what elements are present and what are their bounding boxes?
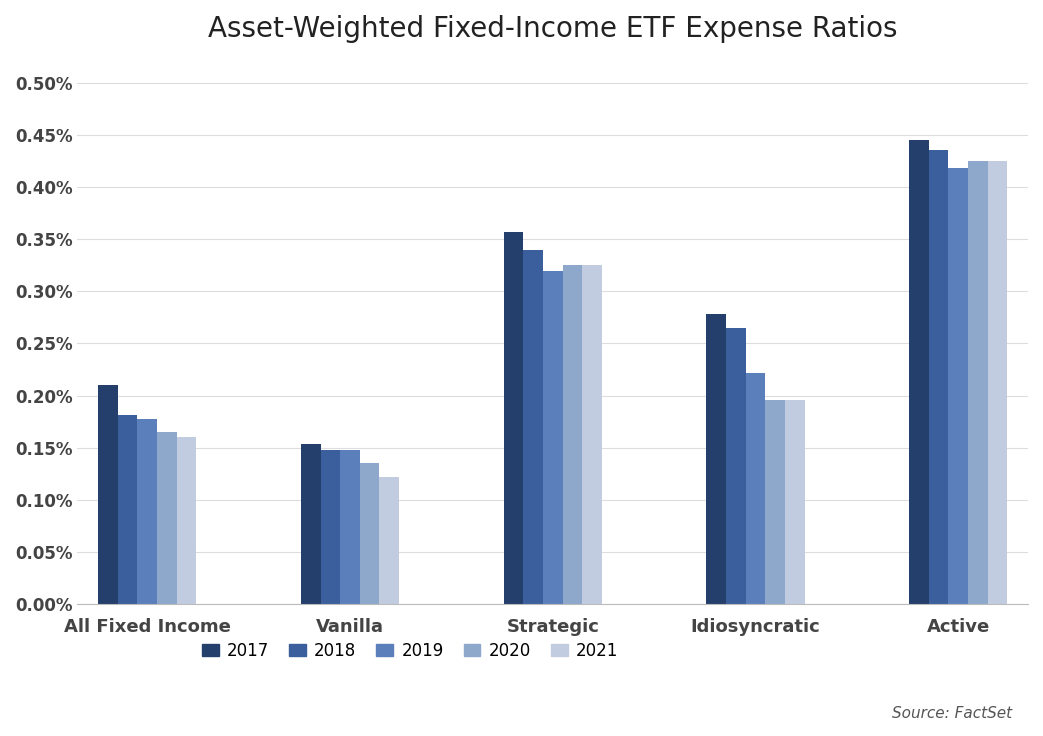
Bar: [929, 149, 948, 604]
Bar: [524, 250, 543, 604]
Bar: [118, 415, 138, 604]
Bar: [138, 419, 157, 604]
Bar: [98, 385, 118, 604]
Bar: [582, 265, 602, 604]
Bar: [504, 232, 524, 604]
Bar: [320, 450, 340, 604]
Bar: [300, 444, 320, 604]
Bar: [380, 477, 399, 604]
Title: Asset-Weighted Fixed-Income ETF Expense Ratios: Asset-Weighted Fixed-Income ETF Expense …: [208, 15, 897, 43]
Bar: [948, 169, 968, 604]
Legend: 2017, 2018, 2019, 2020, 2021: 2017, 2018, 2019, 2020, 2021: [195, 635, 625, 666]
Bar: [360, 464, 380, 604]
Bar: [543, 271, 562, 604]
Bar: [706, 314, 726, 604]
Bar: [909, 140, 929, 604]
Bar: [746, 372, 766, 604]
Bar: [176, 437, 196, 604]
Text: Source: FactSet: Source: FactSet: [892, 707, 1012, 721]
Bar: [785, 400, 804, 604]
Bar: [968, 161, 988, 604]
Bar: [988, 161, 1008, 604]
Bar: [340, 450, 360, 604]
Bar: [766, 400, 785, 604]
Bar: [726, 328, 746, 604]
Bar: [562, 265, 582, 604]
Bar: [157, 432, 176, 604]
